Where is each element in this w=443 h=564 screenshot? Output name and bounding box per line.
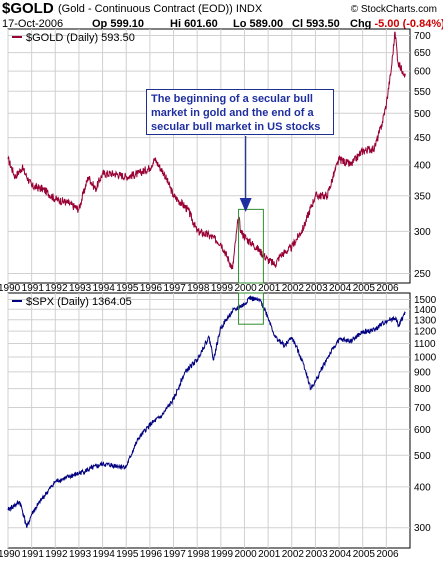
close-label: Cl (292, 18, 303, 30)
date-label: 17-Oct-2006 (2, 18, 64, 30)
exchange-label: INDX (235, 3, 263, 15)
high-value: 601.60 (184, 18, 218, 30)
x-tick-label: 1995 (116, 549, 139, 560)
x-tick-label: 2003 (305, 283, 328, 294)
open-value: 599.10 (110, 18, 144, 30)
x-tick-label: 2006 (376, 283, 399, 294)
y-tick-label: 250 (414, 269, 431, 280)
x-tick-label: 1999 (211, 549, 234, 560)
y-tick-label: 1000 (414, 352, 437, 363)
low-quote: Lo 589.00 (233, 18, 283, 30)
y-tick-label: 650 (414, 48, 431, 59)
x-tick-label: 2000 (234, 549, 257, 560)
y-tick-label: 500 (414, 109, 431, 120)
x-tick-label: 2001 (258, 549, 281, 560)
open-quote: Op 599.10 (92, 18, 144, 30)
y-tick-label: 1300 (414, 315, 437, 326)
x-tick-label: 2004 (329, 283, 352, 294)
y-tick-label: 600 (414, 425, 431, 436)
y-tick-label: 500 (414, 451, 431, 462)
x-tick-label: 1999 (211, 283, 234, 294)
chart-header: $GOLD (Gold - Continuous Contract (EOD))… (0, 0, 443, 32)
y-tick-label: 400 (414, 482, 431, 493)
y-tick-label: 1100 (414, 339, 436, 350)
x-tick-label: 2005 (353, 549, 376, 560)
x-tick-label: 2002 (282, 549, 305, 560)
y-tick-label: 600 (414, 67, 431, 78)
x-tick-label: 1990 (0, 283, 21, 294)
legend-label: $GOLD (Daily) 593.50 (26, 32, 135, 44)
y-tick-label: 700 (414, 403, 431, 414)
low-label: Lo (233, 18, 247, 30)
annotation-overlay (238, 136, 264, 325)
x-tick-label: 1993 (69, 283, 92, 294)
x-tick-label: 1998 (187, 283, 210, 294)
contract-description: (Gold - Continuous Contract (EOD)) (58, 3, 233, 15)
highlight-box-spx (238, 292, 264, 325)
x-tick-label: 1992 (45, 283, 68, 294)
x-tick-label: 1998 (187, 549, 210, 560)
legend-label: $SPX (Daily) 1364.05 (26, 296, 132, 308)
change-quote: Chg -5.00 (-0.84%) ▼ (350, 18, 443, 30)
close-quote: Cl 593.50 (292, 18, 340, 30)
close-value: 593.50 (306, 18, 340, 30)
y-tick-label: 900 (414, 367, 431, 378)
high-label: Hi (170, 18, 181, 30)
spx-series-line (7, 295, 406, 528)
x-tick-label: 2003 (305, 549, 328, 560)
x-tick-label: 1994 (93, 283, 116, 294)
annotation-box: The beginning of a secular bull market i… (146, 89, 334, 135)
y-tick-label: 700 (414, 31, 431, 42)
y-tick-label: 1500 (414, 295, 437, 306)
change-value: -5.00 (-0.84%) (374, 18, 443, 30)
x-tick-label: 1992 (45, 549, 68, 560)
y-tick-label: 300 (414, 523, 431, 534)
x-tick-label: 2000 (234, 283, 257, 294)
x-tick-label: 1990 (0, 549, 21, 560)
y-tick-label: 400 (414, 160, 431, 171)
y-tick-label: 350 (414, 191, 431, 202)
annotation-arrow-head (239, 198, 252, 212)
low-value: 589.00 (249, 18, 284, 30)
change-label: Chg (350, 18, 372, 30)
high-quote: Hi 601.60 (170, 18, 218, 30)
x-tick-label: 2005 (353, 283, 376, 294)
x-tick-label: 1994 (93, 549, 116, 560)
y-tick-label: 450 (414, 133, 431, 144)
x-tick-label: 2002 (282, 283, 305, 294)
x-tick-label: 1995 (116, 283, 139, 294)
symbol-label: $GOLD (2, 0, 54, 17)
x-tick-label: 1991 (22, 549, 45, 560)
x-tick-label: 1991 (22, 283, 45, 294)
open-label: Op (92, 18, 108, 30)
y-tick-label: 300 (414, 227, 431, 238)
x-tick-label: 2004 (329, 549, 352, 560)
x-tick-label: 1993 (69, 549, 92, 560)
y-tick-label: 800 (414, 384, 431, 395)
x-tick-label: 2001 (258, 283, 281, 294)
x-tick-label: 1996 (140, 283, 163, 294)
spx-panel: 300 400 500 600 700 800 900 1000 110012001300140… (0, 292, 437, 560)
x-tick-label: 1997 (164, 549, 187, 560)
x-tick-label: 1997 (164, 283, 187, 294)
description-label: (Gold - Continuous Contract (EOD)) INDX (58, 3, 262, 15)
x-tick-label: 1996 (140, 549, 163, 560)
x-tick-label: 2006 (376, 549, 399, 560)
highlight-box-gold (238, 208, 264, 284)
gold-series-line (7, 31, 406, 270)
y-tick-label: 1400 (414, 305, 437, 316)
y-tick-label: 550 (414, 87, 431, 98)
plot-frame (7, 292, 411, 549)
plot-frame (7, 28, 411, 284)
y-tick-label: 1200 (414, 327, 437, 338)
copyright-label: © StockCharts.com (350, 4, 437, 15)
